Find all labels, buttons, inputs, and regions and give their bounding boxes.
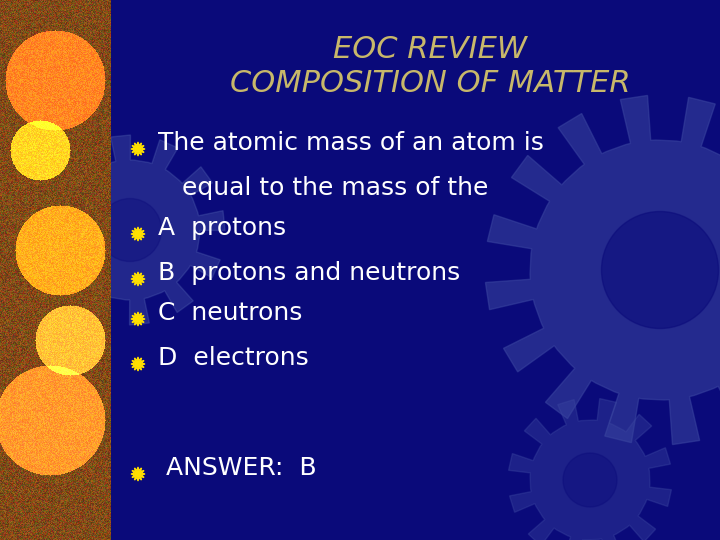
Polygon shape: [131, 272, 145, 286]
Text: ANSWER:  B: ANSWER: B: [158, 456, 317, 480]
Polygon shape: [131, 357, 145, 371]
Circle shape: [99, 199, 161, 261]
Text: The atomic mass of an atom is: The atomic mass of an atom is: [158, 131, 544, 155]
Polygon shape: [485, 96, 720, 444]
Circle shape: [563, 453, 617, 507]
Text: A  protons: A protons: [158, 216, 286, 240]
Text: equal to the mass of the: equal to the mass of the: [158, 176, 488, 200]
Text: B  protons and neutrons: B protons and neutrons: [158, 261, 460, 285]
Circle shape: [601, 212, 719, 328]
Text: D  electrons: D electrons: [158, 346, 309, 370]
Polygon shape: [131, 312, 145, 326]
Polygon shape: [131, 227, 145, 241]
Polygon shape: [131, 142, 145, 156]
Text: C  neutrons: C neutrons: [158, 301, 302, 325]
Polygon shape: [508, 399, 672, 540]
Text: EOC REVIEW
COMPOSITION OF MATTER: EOC REVIEW COMPOSITION OF MATTER: [230, 35, 630, 98]
Polygon shape: [131, 467, 145, 481]
Polygon shape: [35, 135, 225, 325]
